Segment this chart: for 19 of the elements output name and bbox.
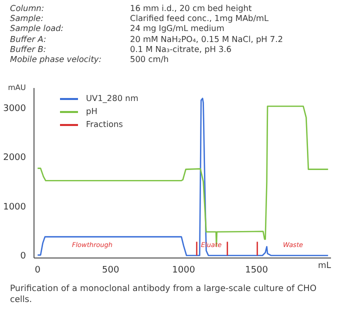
text: Buffer A: 20 mM NaH₂PO₄, 0.15 M NaCl, pH 7.2: [10, 34, 283, 44]
legend-label: UV1_280 nm: [86, 92, 138, 105]
y-tick-label: 2000: [3, 153, 26, 164]
x-tick-label: 1000: [172, 265, 196, 276]
legend-label: Fractions: [86, 118, 123, 131]
text: Buffer B: 0.1 M Na₃-citrate, pH 3.6: [10, 44, 232, 54]
text: Column: 16 mm i.d., 20 cm bed height: [10, 3, 252, 13]
x-tick-label: 500: [102, 265, 120, 276]
x-tick-label: 0: [34, 265, 41, 276]
text: Sample load: 24 mg IgG/mL medium: [10, 23, 224, 34]
x-tick-label: 1500: [245, 265, 268, 276]
y-tick-label: 1000: [3, 202, 26, 212]
text: Mobile phase velocity: 500 cm/h: [10, 54, 169, 64]
y-tick-label: 3000: [3, 104, 26, 114]
x-axis-title: mL: [318, 261, 332, 271]
legend-label: pH: [86, 105, 98, 118]
text: Purification of a monoclonal antibody from a large-scale culture of CHO cells.: [10, 284, 318, 306]
y-tick-label: 0: [20, 252, 26, 262]
text: Sample: Clarified feed conc., 1mg MAb/mL: [10, 13, 269, 24]
